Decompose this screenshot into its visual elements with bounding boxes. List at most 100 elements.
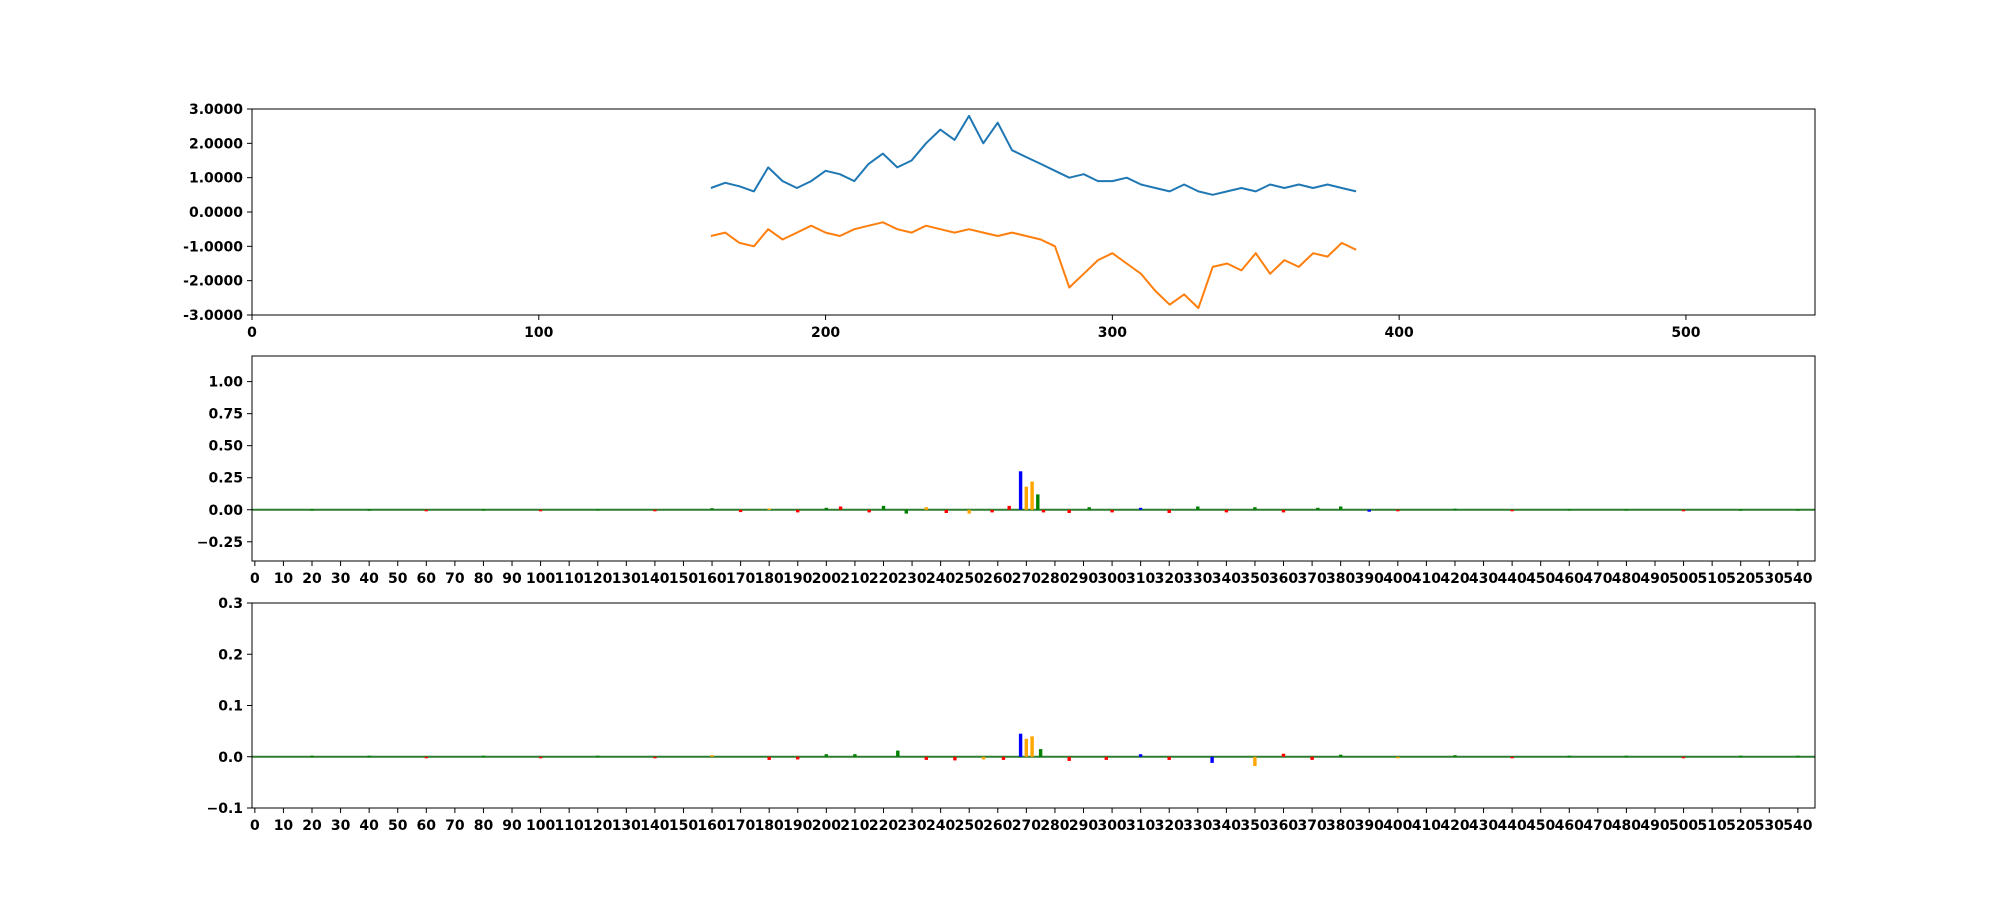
y-tick-label: 0.2: [218, 647, 243, 663]
x-tick-label: 540: [1783, 571, 1812, 587]
attribution-bar: [1796, 509, 1800, 511]
x-tick-label: 160: [697, 571, 726, 587]
x-tick-label: 500: [1671, 325, 1700, 341]
y-tick-label: 2.0000: [189, 136, 243, 152]
attribution-bar: [924, 756, 928, 760]
attribution-bar: [738, 509, 743, 513]
attribution-bar: [1067, 756, 1071, 761]
x-tick-label: 380: [1326, 571, 1355, 587]
x-tick-label: 210: [840, 818, 869, 834]
x-tick-label: 140: [640, 571, 669, 587]
attribution-bar: [1030, 481, 1034, 510]
x-tick-label: 110: [555, 818, 584, 834]
x-tick-label: 470: [1583, 571, 1612, 587]
x-tick-label: 400: [1383, 571, 1412, 587]
attribution-bar: [481, 509, 486, 511]
x-tick-label: 330: [1183, 818, 1212, 834]
attribution-bar: [1041, 509, 1046, 513]
x-tick-label: 10: [274, 818, 294, 834]
y-tick-label: 1.0000: [189, 171, 243, 187]
x-tick-label: 80: [474, 818, 494, 834]
attribution-chart-panel-lower: 0.3 0.2 0.1 0.0 −0.1 0 10 20 30 40 50 60 70 80 90 100 11…: [206, 596, 1816, 834]
attribution-bar: [538, 509, 543, 512]
attribution-bar: [1138, 507, 1143, 510]
attribution-bar: [881, 505, 886, 510]
x-tick-label: 90: [502, 571, 522, 587]
attribution-bar: [710, 755, 714, 757]
x-tick-label: 410: [1412, 571, 1441, 587]
attribution-chart-panel: 1.00 0.75 0.50 0.25 0.00 −0.25 0 10 20 30 40 50 60 70…: [197, 355, 1816, 587]
x-tick-label: 150: [669, 571, 698, 587]
y-tick-label: 0.3: [218, 596, 243, 612]
x-tick-label: 450: [1526, 571, 1555, 587]
x-tick-label: 480: [1612, 571, 1641, 587]
x-tick-label: 450: [1526, 818, 1555, 834]
attribution-bar: [1310, 756, 1314, 760]
y-tick-label: -3.0000: [183, 308, 243, 324]
x-tick-label: 0: [250, 571, 260, 587]
x-tick-label: 520: [1726, 818, 1755, 834]
attribution-bar: [1339, 754, 1343, 757]
y-tick-label: −0.25: [197, 535, 243, 551]
x-tick-label: 200: [812, 571, 841, 587]
series-line-1: [710, 114, 1357, 196]
attribution-bar: [596, 509, 600, 511]
attribution-bar: [1138, 754, 1143, 757]
x-tick-label: 230: [897, 818, 926, 834]
x-tick-label: 170: [726, 571, 755, 587]
x-tick-label: 250: [955, 571, 984, 587]
x-tick-label: 190: [783, 571, 812, 587]
attribution-bar: [1510, 756, 1514, 759]
attribution-bar: [796, 509, 800, 513]
attribution-bar: [1067, 509, 1071, 513]
x-tick-label: 500: [1669, 571, 1698, 587]
attribution-bar: [1396, 509, 1400, 512]
attribution-bar: [1196, 506, 1200, 510]
attribution-bar: [967, 509, 971, 514]
x-tick-label: 240: [926, 818, 955, 834]
x-tick-label: 260: [983, 571, 1012, 587]
attribution-bar: [904, 509, 908, 514]
x-tick-label: 230: [897, 571, 926, 587]
attribution-bar: [1796, 755, 1800, 758]
attribution-bar: [1024, 486, 1028, 510]
x-tick-label: 430: [1469, 818, 1498, 834]
attribution-bar: [481, 755, 486, 758]
x-tick-label: 300: [1098, 325, 1127, 341]
x-tick-label: 70: [445, 818, 465, 834]
attribution-bar: [1087, 507, 1091, 510]
x-tick-label: 10: [274, 571, 294, 587]
x-tick-label: 410: [1412, 818, 1441, 834]
attribution-bar: [1030, 736, 1034, 757]
attribution-bar: [1567, 509, 1571, 511]
x-tick-label: 300: [1097, 818, 1126, 834]
attribution-bar: [424, 509, 428, 512]
x-tick-label: 440: [1497, 818, 1526, 834]
x-tick-label: 490: [1640, 571, 1669, 587]
x-tick-label: 340: [1212, 571, 1241, 587]
x-tick-label: 190: [783, 818, 812, 834]
attribution-bar: [710, 508, 714, 510]
attribution-bar: [1316, 507, 1320, 510]
x-tick-label: 380: [1326, 818, 1355, 834]
axes-frame: [251, 602, 1816, 809]
y-tick-label: −0.1: [206, 801, 243, 817]
attribution-bar: [924, 507, 928, 510]
x-tick-label: 100: [526, 571, 555, 587]
x-tick-label: 150: [669, 818, 698, 834]
attribution-bar: [1167, 756, 1171, 760]
attribution-bar: [944, 509, 948, 513]
x-tick-label: 430: [1469, 571, 1498, 587]
x-tick-label: 530: [1755, 818, 1784, 834]
x-tick-label: 320: [1155, 571, 1184, 587]
attribution-bar: [1036, 494, 1040, 510]
x-tick-label: 270: [1012, 818, 1041, 834]
attribution-bar: [1001, 756, 1006, 760]
x-tick-label: 270: [1012, 571, 1041, 587]
x-tick-label: 110: [555, 571, 584, 587]
x-tick-label: 240: [926, 571, 955, 587]
axes-frame: [251, 108, 1816, 316]
attribution-bar: [990, 509, 994, 513]
attribution-bar: [981, 756, 986, 760]
y-tick-label: 1.00: [208, 375, 243, 391]
